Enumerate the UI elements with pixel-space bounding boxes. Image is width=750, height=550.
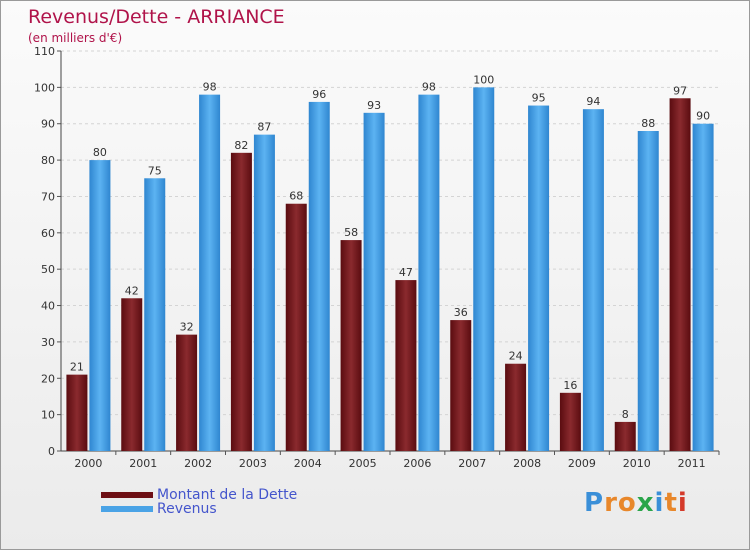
bar-revenus	[692, 123, 714, 452]
y-tick-label: 100	[34, 81, 55, 94]
y-tick-label: 0	[48, 445, 55, 458]
logo-letter: P	[584, 488, 605, 518]
y-tick-label: 60	[41, 227, 55, 240]
bars-layer	[66, 87, 714, 452]
bar-revenus	[199, 94, 221, 452]
x-tick-label: 2011	[678, 457, 706, 470]
legend-label-revenus: Revenus	[157, 501, 217, 517]
bar-debt	[505, 363, 527, 451]
logo-letter: i	[654, 488, 665, 518]
bar-revenus	[89, 160, 111, 451]
bar-debt	[614, 421, 636, 451]
y-tick-label: 110	[34, 45, 55, 58]
grid-layer	[57, 50, 720, 455]
bar-debt	[176, 334, 198, 451]
bar-debt	[121, 298, 143, 451]
labels-layer: 0 10 20 30 40 50 60 70 80 90 100 110 2000 21 80 2001 42 7…	[34, 45, 710, 470]
y-tick-label: 80	[41, 154, 55, 167]
y-tick-label: 40	[41, 300, 55, 313]
x-tick-label: 2003	[239, 457, 267, 470]
y-tick-label: 70	[41, 190, 55, 203]
data-label-revenus: 88	[641, 117, 655, 130]
bar-revenus	[144, 178, 166, 452]
bar-debt	[450, 320, 472, 451]
data-label-debt: 58	[344, 226, 358, 239]
x-tick-label: 2010	[623, 457, 651, 470]
bar-revenus	[582, 109, 604, 451]
data-label-debt: 82	[234, 139, 248, 152]
legend-swatch-revenus	[101, 506, 153, 512]
bar-debt	[230, 152, 252, 451]
chart-title: Revenus/Dette - ARRIANCE	[28, 6, 285, 28]
data-label-revenus: 87	[257, 121, 271, 134]
logo-letter: i	[677, 488, 688, 518]
bar-revenus	[363, 112, 385, 452]
x-tick-label: 2005	[349, 457, 377, 470]
data-label-debt: 97	[673, 84, 687, 97]
logo-letter: r	[604, 488, 618, 518]
data-label-debt: 42	[125, 284, 139, 297]
x-tick-label: 2008	[513, 457, 541, 470]
bar-revenus	[418, 94, 440, 452]
data-label-revenus: 96	[312, 88, 326, 101]
data-label-revenus: 98	[422, 81, 436, 94]
bar-debt	[395, 280, 417, 451]
y-tick-label: 50	[41, 263, 55, 276]
data-label-debt: 16	[563, 379, 577, 392]
x-tick-label: 2001	[129, 457, 157, 470]
data-label-revenus: 90	[696, 110, 710, 123]
data-label-revenus: 100	[473, 73, 494, 86]
data-label-debt: 32	[180, 321, 194, 334]
logo-letter: o	[617, 488, 637, 518]
chart-subtitle: (en milliers d'€)	[28, 31, 123, 45]
data-label-debt: 24	[509, 350, 523, 363]
x-tick-label: 2006	[403, 457, 431, 470]
data-label-debt: 47	[399, 266, 413, 279]
data-label-debt: 21	[70, 361, 84, 374]
bar-revenus	[637, 131, 659, 451]
legend-item-debt: Montant de la Dette	[101, 487, 297, 503]
logo-letter: x	[636, 488, 655, 518]
legend-swatch-debt	[101, 492, 153, 498]
legend-label-debt: Montant de la Dette	[157, 487, 298, 503]
bar-revenus	[308, 101, 330, 451]
data-label-revenus: 98	[203, 81, 217, 94]
x-tick-label: 2009	[568, 457, 596, 470]
x-tick-label: 2000	[74, 457, 102, 470]
y-tick-label: 30	[41, 336, 55, 349]
logo-letter: t	[664, 488, 678, 518]
data-label-revenus: 95	[532, 92, 546, 105]
bar-revenus	[528, 105, 550, 451]
x-tick-label: 2002	[184, 457, 212, 470]
data-label-revenus: 94	[586, 95, 600, 108]
bar-debt	[559, 392, 581, 451]
data-label-debt: 68	[289, 190, 303, 203]
data-label-debt: 36	[454, 306, 468, 319]
legend-item-revenus: Revenus	[101, 501, 217, 517]
data-label-revenus: 80	[93, 146, 107, 159]
x-tick-label: 2004	[294, 457, 322, 470]
data-label-revenus: 93	[367, 99, 381, 112]
bar-revenus	[253, 134, 275, 452]
bar-debt	[340, 240, 362, 451]
y-tick-label: 10	[41, 409, 55, 422]
proxiti-logo: Proxiti	[584, 488, 688, 518]
data-label-debt: 8	[622, 408, 629, 421]
bar-debt	[285, 203, 307, 451]
y-tick-label: 90	[41, 118, 55, 131]
data-label-revenus: 75	[148, 164, 162, 177]
x-tick-label: 2007	[458, 457, 486, 470]
bar-debt	[669, 98, 691, 451]
bar-revenus	[473, 87, 495, 451]
bar-debt	[66, 374, 88, 451]
y-tick-label: 20	[41, 372, 55, 385]
